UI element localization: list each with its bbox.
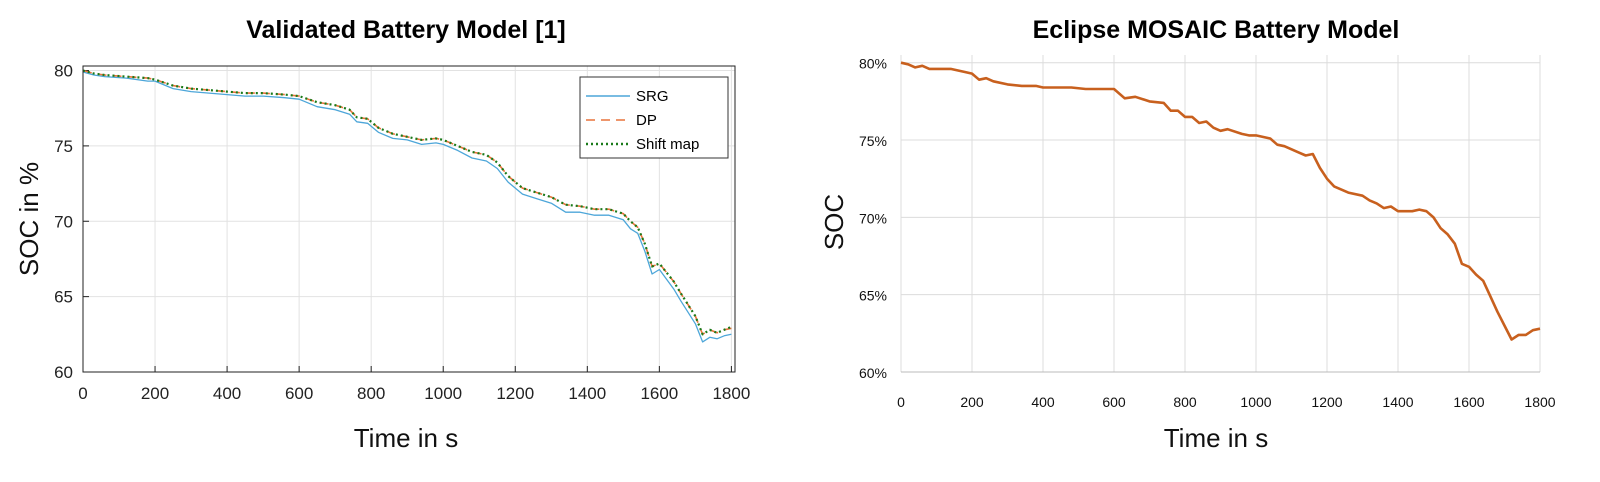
x-tick-label: 1600 xyxy=(1453,394,1484,410)
x-tick-label: 800 xyxy=(1173,394,1197,410)
y-tick-label: 75 xyxy=(54,137,73,156)
x-tick-labels: 0 200 400 600 800 1000 1200 1400 1600 1800 xyxy=(897,394,1556,410)
y-tick-label: 80% xyxy=(859,56,887,72)
x-tick-label: 1400 xyxy=(568,384,606,403)
y-tick-label: 65% xyxy=(859,288,887,304)
legend: SRG DP Shift map xyxy=(579,76,729,159)
y-tick-label: 70 xyxy=(54,212,73,231)
x-tick-label: 400 xyxy=(213,384,241,403)
series-line-soc xyxy=(900,61,1541,341)
x-axis-label: Time in s xyxy=(1164,423,1269,453)
series-line-srg xyxy=(82,71,732,343)
y-axis-label: SOC in % xyxy=(14,162,44,276)
legend-label: Shift map xyxy=(636,136,699,153)
y-tick-label: 80 xyxy=(54,62,73,81)
chart-title: Validated Battery Model [1] xyxy=(246,16,566,44)
x-tick-label: 200 xyxy=(960,394,984,410)
x-tick-label: 1200 xyxy=(496,384,534,403)
x-tick-label: 1800 xyxy=(1524,394,1555,410)
series-line-shift-map xyxy=(82,69,732,336)
chart-title: Eclipse MOSAIC Battery Model xyxy=(1033,16,1400,44)
series-group xyxy=(82,69,732,343)
x-tick-label: 1800 xyxy=(712,384,750,403)
legend-box xyxy=(579,76,729,159)
x-tick-label: 0 xyxy=(897,394,905,410)
plot-frame xyxy=(82,65,736,373)
y-tick-label: 75% xyxy=(859,133,887,149)
y-tick-label: 70% xyxy=(859,210,887,226)
x-tick-label: 600 xyxy=(285,384,313,403)
x-tick-label: 600 xyxy=(1102,394,1126,410)
x-tick-label: 200 xyxy=(141,384,169,403)
x-tick-label: 1200 xyxy=(1311,394,1342,410)
legend-label: DP xyxy=(636,112,657,129)
y-axis-label: SOC xyxy=(819,194,849,250)
y-tick-labels: 60% 65% 70% 75% 80% xyxy=(859,56,887,381)
x-tick-labels: 0 200 400 600 800 1000 1200 1400 1600 1800 xyxy=(78,384,750,403)
x-tick-label: 1600 xyxy=(640,384,678,403)
y-tick-labels: 60 65 70 75 80 xyxy=(54,62,73,382)
y-tick-label: 65 xyxy=(54,288,73,307)
x-tick-label: 0 xyxy=(78,384,87,403)
x-tick-label: 1000 xyxy=(1240,394,1271,410)
y-tick-label: 60% xyxy=(859,365,887,381)
x-tick-label: 1000 xyxy=(424,384,462,403)
series-group xyxy=(900,61,1541,341)
mosaic-battery-chart: Eclipse MOSAIC Battery Model 0 200 400 600 8… xyxy=(819,16,1556,453)
x-axis-label: Time in s xyxy=(354,423,459,453)
x-tick-label: 400 xyxy=(1031,394,1055,410)
legend-label: SRG xyxy=(636,88,669,105)
x-tick-label: 800 xyxy=(357,384,385,403)
y-tick-label: 60 xyxy=(54,363,73,382)
validated-battery-chart: Validated Battery Model [1] 0 200 400 600 80… xyxy=(14,16,750,453)
grid xyxy=(900,55,1541,373)
x-tick-label: 1400 xyxy=(1382,394,1413,410)
